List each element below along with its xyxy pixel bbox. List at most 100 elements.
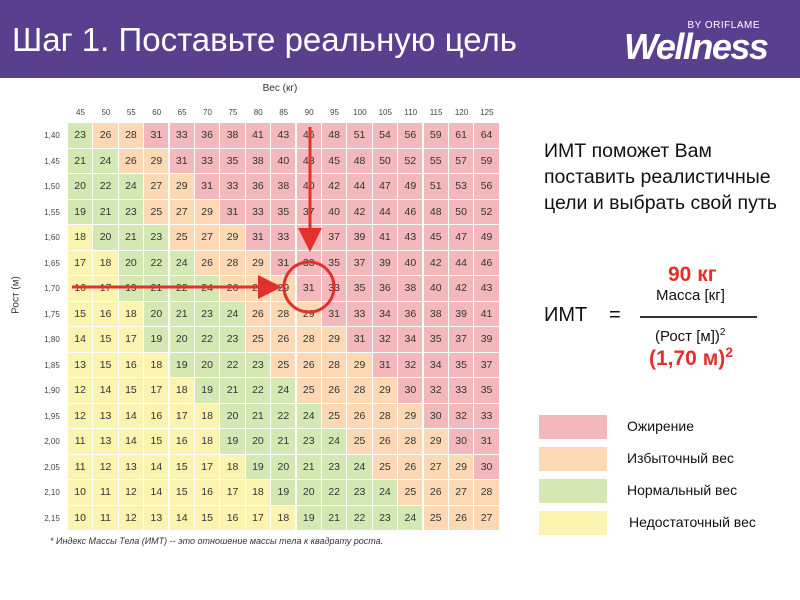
mass-value: 90 кг: [668, 263, 717, 286]
bmi-cell: 18: [195, 403, 220, 429]
legend-label: Нормальный вес: [627, 482, 738, 498]
bmi-cell: 40: [322, 199, 347, 225]
bmi-cell: 37: [449, 327, 474, 352]
bmi-cell: 28: [245, 276, 271, 301]
bmi-cell: 24: [347, 454, 372, 480]
bmi-cell: 17: [245, 505, 271, 531]
height-header: 1,95: [44, 411, 60, 421]
weight-header: 70: [203, 108, 212, 117]
bmi-cell: 25: [372, 454, 398, 480]
bmi-cell: 13: [93, 429, 118, 454]
bmi-cell: 27: [423, 454, 448, 480]
bmi-cell: 12: [93, 454, 118, 480]
bmi-cell: 44: [449, 250, 474, 276]
bmi-cell: 48: [347, 148, 372, 174]
bmi-cell: 24: [398, 505, 423, 531]
bmi-cell: 22: [322, 480, 347, 505]
bmi-cell: 55: [423, 148, 448, 174]
bmi-cell: 25: [347, 429, 372, 454]
bmi-cell: 18: [195, 429, 220, 454]
bmi-cell: 14: [169, 505, 194, 531]
bmi-cell: 27: [474, 505, 499, 531]
x-axis-label: Вес (кг): [262, 83, 298, 94]
bmi-cell: 42: [347, 199, 372, 225]
bmi-cell: 40: [296, 174, 321, 199]
bmi-cell: 18: [271, 505, 296, 531]
height-header: 1,80: [44, 335, 60, 344]
bmi-cell: 19: [245, 454, 271, 480]
bmi-cell: 21: [220, 378, 245, 403]
bmi-cell: 14: [118, 403, 144, 429]
bmi-cell: 23: [245, 352, 271, 378]
bmi-cell: 37: [474, 352, 499, 378]
bmi-cell: 20: [169, 327, 194, 352]
bmi-cell: 20: [296, 480, 321, 505]
bmi-cell: 18: [169, 378, 194, 403]
weight-header: 125: [480, 108, 494, 117]
bmi-cell: 29: [322, 327, 347, 352]
bmi-cell: 39: [449, 301, 474, 327]
bmi-cell: 33: [449, 378, 474, 403]
bmi-cell: 38: [271, 174, 296, 199]
bmi-cell: 32: [423, 378, 448, 403]
legend-swatch: [539, 447, 607, 471]
bmi-cell: 39: [372, 250, 398, 276]
bmi-cell: 24: [220, 301, 245, 327]
bmi-cell: 22: [93, 174, 118, 199]
footnote: * Индекс Массы Тела (ИМТ) -- это отношен…: [50, 536, 384, 546]
weight-header: 75: [228, 108, 238, 117]
bmi-cell: 21: [68, 148, 93, 174]
bmi-cell: 31: [144, 123, 169, 148]
bmi-cell: 18: [245, 480, 271, 505]
bmi-cell: 51: [423, 174, 448, 199]
bmi-cell: 44: [347, 174, 372, 199]
bmi-cell: 15: [144, 429, 169, 454]
bmi-cell: 21: [169, 301, 194, 327]
bmi-cell: 45: [423, 225, 448, 250]
bmi-cell: 52: [398, 148, 423, 174]
bmi-cell: 13: [144, 505, 169, 531]
bmi-cell: 51: [347, 123, 372, 148]
bmi-cell: 30: [449, 429, 474, 454]
bmi-table: 23 26 28 31 33 36 38 41 43 46 48 51 54 56 59 61 64 21 24 26…: [68, 123, 500, 531]
imt-label: ИМТ: [544, 304, 588, 326]
bmi-cell: 19: [118, 276, 144, 301]
bmi-cell: 11: [68, 429, 93, 454]
bmi-cell: 31: [169, 148, 194, 174]
bmi-cell: 40: [423, 276, 448, 301]
bmi-cell: 33: [245, 199, 271, 225]
height-value-exponent: 2: [725, 344, 734, 360]
denominator-exponent: 2: [719, 327, 726, 338]
bmi-cell: 26: [449, 505, 474, 531]
height-header: 2,10: [44, 488, 60, 497]
bmi-cell: 24: [372, 480, 398, 505]
bmi-cell: 61: [449, 123, 474, 148]
bmi-cell: 23: [296, 429, 321, 454]
weight-header: 100: [353, 108, 367, 117]
bmi-cell: 29: [423, 429, 448, 454]
bmi-cell: 54: [372, 123, 398, 148]
height-header: 1,70: [44, 284, 60, 293]
bmi-cell: 26: [245, 301, 271, 327]
bmi-cell: 46: [474, 250, 499, 276]
bmi-cell: 28: [271, 301, 296, 327]
bmi-cell: 26: [271, 327, 296, 352]
bmi-cell: 23: [220, 327, 245, 352]
bmi-cell: 43: [474, 276, 499, 301]
bmi-cell: 31: [220, 199, 245, 225]
bmi-cell: 45: [322, 148, 347, 174]
bmi-cell: 25: [423, 505, 448, 531]
bmi-cell: 15: [93, 327, 118, 352]
weight-header: 50: [101, 108, 111, 117]
bmi-cell: 40: [398, 250, 423, 276]
height-value-base: (1,70 м): [649, 347, 726, 370]
bmi-cell: 15: [195, 505, 220, 531]
legend-label: Ожирение: [627, 418, 694, 434]
bmi-cell: 18: [220, 454, 245, 480]
bmi-cell: 26: [347, 403, 372, 429]
bmi-cell: 50: [372, 148, 398, 174]
y-axis-label: Рост (м): [10, 276, 22, 314]
bmi-cell: 33: [195, 148, 220, 174]
bmi-cell: 24: [169, 250, 194, 276]
bmi-cell: 37: [322, 225, 347, 250]
